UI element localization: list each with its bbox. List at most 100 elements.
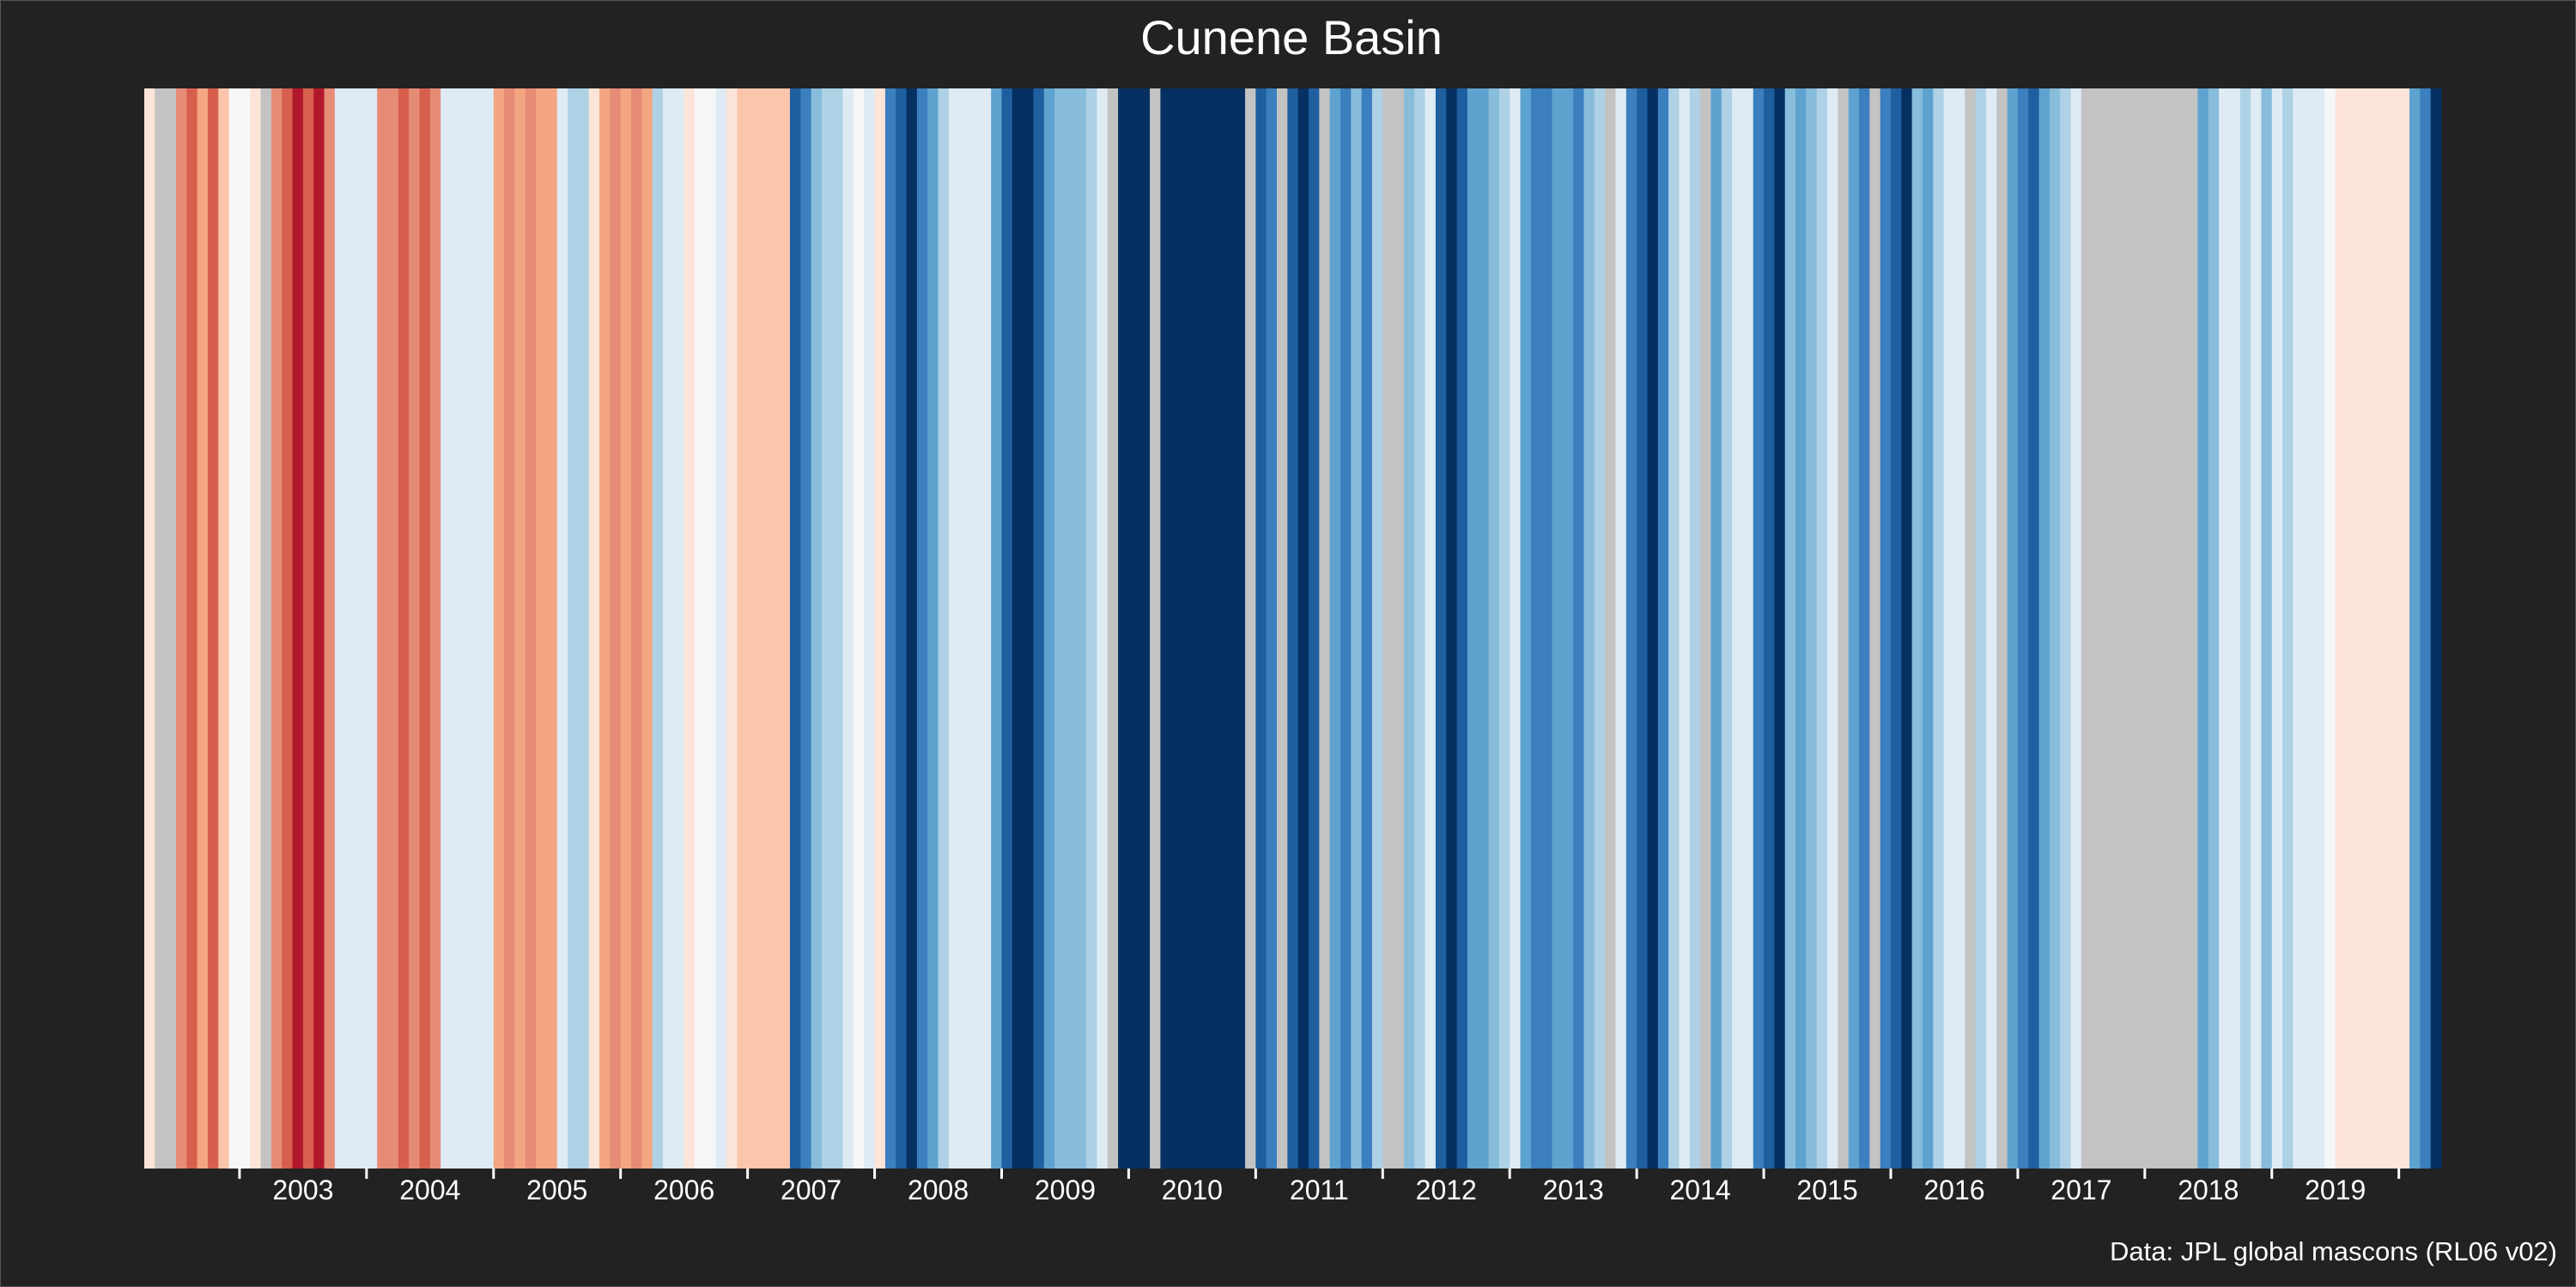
stripe-2006-08	[695, 88, 717, 1169]
stripe-2018-12	[2261, 88, 2273, 1169]
stripe-2004-06	[419, 88, 431, 1169]
stripe-2010-12	[1245, 88, 1256, 1169]
stripe-2005-02	[504, 88, 516, 1169]
stripe-2011-11	[1361, 88, 1373, 1169]
stripe-2004-07	[429, 88, 441, 1169]
stripe-2017-02	[2028, 88, 2040, 1169]
x-tick-label: 2004	[399, 1175, 460, 1205]
stripe-2013-05	[1552, 88, 1574, 1169]
stripe-2006-02	[631, 88, 642, 1169]
stripe-2006-05	[663, 88, 685, 1169]
stripe-2009-05	[1043, 88, 1055, 1169]
x-tick-label: 2003	[272, 1175, 333, 1205]
stripe-2006-12	[737, 88, 791, 1169]
stripe-2014-08	[1710, 88, 1722, 1169]
stripe-2015-03	[1784, 88, 1796, 1169]
stripe-2005-05	[536, 88, 558, 1169]
stripe-2005-04	[525, 88, 537, 1169]
stripe-2020-02	[2409, 88, 2421, 1169]
stripe-2005-03	[514, 88, 526, 1169]
stripe-2017-04	[2049, 88, 2061, 1169]
stripe-2015-11	[1869, 88, 1881, 1169]
stripe-2009-10	[1097, 88, 1109, 1169]
x-tick-label: 2011	[1290, 1175, 1349, 1205]
stripe-2013-10	[1605, 88, 1617, 1169]
stripe-2009-02	[1012, 88, 1035, 1169]
stripe-2006-11	[726, 88, 738, 1169]
stripe-2018-08	[2219, 88, 2241, 1169]
stripe-2013-02	[1520, 88, 1532, 1169]
stripe-2011-05	[1297, 88, 1309, 1169]
stripe-2019-06	[2324, 88, 2336, 1169]
stripe-2005-01	[493, 88, 505, 1169]
stripe-2014-05	[1679, 88, 1691, 1169]
stripes-plot-area	[144, 88, 2442, 1169]
stripe-2004-02	[377, 88, 399, 1169]
stripe-2015-06	[1816, 88, 1828, 1169]
stripe-2011-03	[1277, 88, 1288, 1169]
stripe-2007-06	[800, 88, 812, 1169]
stripe-2015-08	[1838, 88, 1850, 1169]
stripe-2007-07	[811, 88, 823, 1169]
stripe-2006-04	[652, 88, 664, 1169]
x-tick-label: 2008	[908, 1175, 969, 1205]
stripe-2017-07	[2081, 88, 2199, 1169]
stripe-2007-12	[864, 88, 876, 1169]
stripe-2020-04	[2430, 88, 2442, 1169]
stripe-2005-12	[610, 88, 622, 1169]
stripe-2012-03	[1403, 88, 1415, 1169]
stripe-2002-07	[175, 88, 187, 1169]
stripe-2013-11	[1615, 88, 1627, 1169]
stripe-2005-08	[568, 88, 590, 1169]
stripe-2011-02	[1266, 88, 1278, 1169]
stripe-2003-11	[345, 88, 378, 1169]
stripe-2016-12	[2007, 88, 2019, 1169]
stripe-2002-12	[228, 88, 251, 1169]
x-tick-label: 2010	[1162, 1175, 1223, 1205]
stripe-2013-01	[1510, 88, 1522, 1169]
stripe-2003-08	[313, 88, 325, 1169]
stripe-2002-05	[155, 88, 177, 1169]
stripe-2005-07	[556, 88, 568, 1169]
stripe-2002-04	[144, 88, 155, 1169]
x-tick-label: 2009	[1035, 1175, 1096, 1205]
x-tick-label: 2016	[1923, 1175, 1984, 1205]
stripe-2018-10	[2239, 88, 2251, 1169]
stripe-2002-10	[207, 88, 219, 1169]
stripe-2011-04	[1287, 88, 1299, 1169]
stripe-2019-03	[2293, 88, 2325, 1169]
stripe-2016-01	[1890, 88, 1902, 1169]
stripe-2007-08	[821, 88, 844, 1169]
stripe-2012-11	[1488, 88, 1500, 1169]
stripe-2002-08	[186, 88, 198, 1169]
x-axis: 2003 2004 2005 2006 2007 2008 2009 2010 2011 2012…	[238, 1169, 2401, 1205]
stripe-2008-05	[916, 88, 928, 1169]
stripe-2003-02	[250, 88, 262, 1169]
stripe-2003-07	[302, 88, 314, 1169]
stripe-2012-05	[1425, 88, 1437, 1169]
stripe-2015-12	[1880, 88, 1892, 1169]
x-tick-label: 2007	[781, 1175, 841, 1205]
stripe-2017-06	[2070, 88, 2082, 1169]
stripe-2005-10	[588, 88, 600, 1169]
stripe-2016-03	[1911, 88, 1923, 1169]
stripe-2013-12	[1625, 88, 1637, 1169]
stripe-2011-08	[1329, 88, 1341, 1169]
stripe-2018-06	[2197, 88, 2209, 1169]
stripe-2015-02	[1774, 88, 1786, 1169]
stripe-2019-07	[2335, 88, 2410, 1169]
stripe-2010-03	[1150, 88, 1162, 1169]
stripe-2014-07	[1700, 88, 1712, 1169]
stripe-2013-07	[1573, 88, 1585, 1169]
stripe-2016-04	[1922, 88, 1934, 1169]
stripe-2011-07	[1319, 88, 1331, 1169]
stripe-2015-04	[1795, 88, 1807, 1169]
stripe-2009-04	[1033, 88, 1045, 1169]
stripe-2019-01	[2271, 88, 2283, 1169]
x-tick-label: 2019	[2305, 1175, 2366, 1205]
stripe-2006-10	[715, 88, 727, 1169]
stripe-2013-09	[1594, 88, 1606, 1169]
stripe-2014-01	[1637, 88, 1649, 1169]
stripe-2003-03	[260, 88, 272, 1169]
